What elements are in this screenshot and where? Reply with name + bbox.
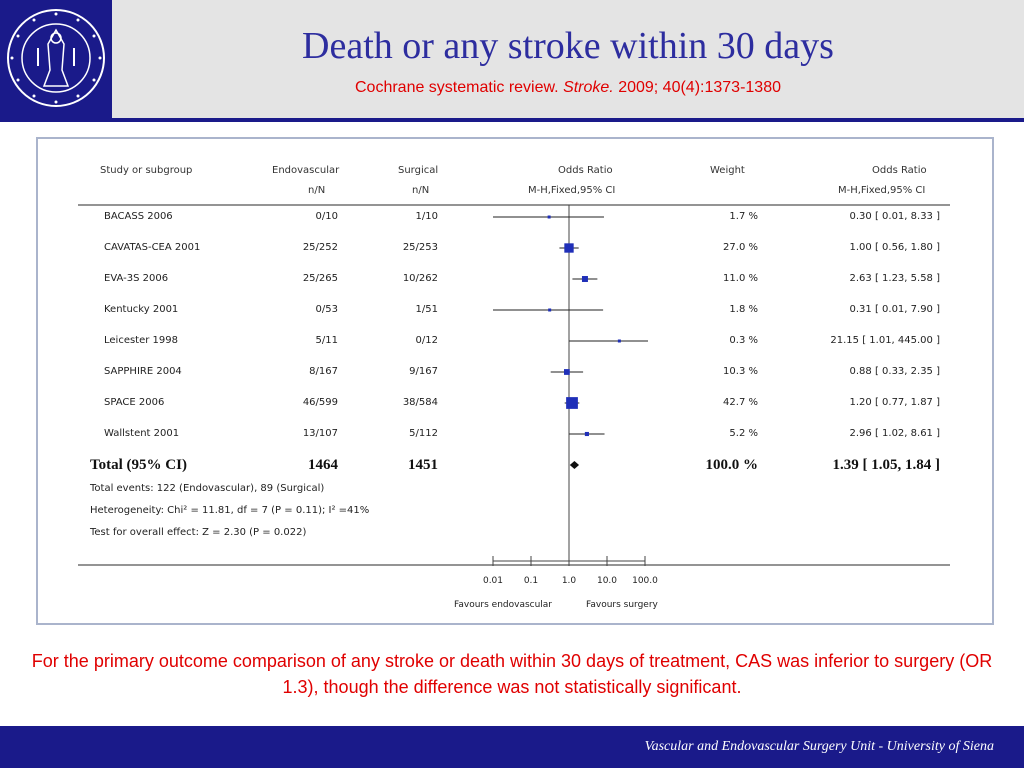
col-header-endo-sub: n/N	[308, 185, 326, 196]
study-name: SAPPHIRE 2004	[104, 366, 182, 377]
col-header-or-plot: Odds Ratio	[558, 165, 613, 176]
or-square-marker	[548, 308, 552, 312]
study-ci: 2.63 [ 1.23, 5.58 ]	[849, 273, 941, 284]
study-ci: 2.96 [ 1.02, 8.61 ]	[849, 428, 941, 439]
x-tick-label: 0.01	[482, 576, 504, 586]
study-name: BACASS 2006	[104, 211, 173, 222]
seal-icon	[7, 9, 105, 107]
study-name: CAVATAS-CEA 2001	[104, 242, 201, 253]
col-header-or-text: Odds Ratio	[872, 165, 927, 176]
university-seal-logo	[0, 0, 112, 118]
study-endo: 0/10	[315, 211, 338, 222]
x-tick-label: 10.0	[596, 576, 618, 586]
col-header-endo: Endovascular	[272, 165, 340, 176]
study-name: SPACE 2006	[104, 397, 165, 408]
study-weight: 10.3 %	[723, 366, 758, 377]
study-surg: 1/10	[415, 211, 438, 222]
study-weight: 0.3 %	[729, 335, 758, 346]
study-surg: 25/253	[402, 242, 438, 253]
forest-plot-figure: Study or subgroup Endovascular n/N Surgi…	[36, 137, 994, 625]
study-ci: 0.88 [ 0.33, 2.35 ]	[849, 366, 941, 377]
note-overall-effect: Test for overall effect: Z = 2.30 (P = 0…	[90, 527, 307, 538]
col-header-or-text-sub: M-H,Fixed,95% CI	[838, 185, 926, 196]
study-name: EVA-3S 2006	[104, 273, 169, 284]
note-total-events: Total events: 122 (Endovascular), 89 (Su…	[90, 483, 325, 494]
or-square-marker	[584, 431, 589, 437]
or-square-marker	[566, 397, 578, 409]
study-ci: 0.31 [ 0.01, 7.90 ]	[849, 304, 941, 315]
forest-plot-svg	[78, 204, 950, 566]
footer-text: Vascular and Endovascular Surgery Unit -…	[644, 739, 994, 754]
study-endo: 46/599	[302, 397, 338, 408]
favours-right-label: Favours surgery	[586, 600, 658, 610]
slide-caption: For the primary outcome comparison of an…	[31, 651, 993, 697]
study-surg: 0/12	[415, 335, 438, 346]
or-square-marker	[617, 339, 621, 343]
slide-subtitle: Cochrane systematic review. Stroke. 2009…	[112, 78, 1024, 98]
or-square-marker	[564, 243, 574, 253]
col-header-surg: Surgical	[398, 165, 439, 176]
study-ci: 0.30 [ 0.01, 8.33 ]	[849, 211, 941, 222]
x-tick-label: 100.0	[632, 576, 658, 586]
note-heterogeneity: Heterogeneity: Chi² = 11.81, df = 7 (P =…	[90, 505, 370, 516]
slide-title: Death or any stroke within 30 days	[302, 25, 834, 67]
total-surg: 1451	[408, 457, 438, 473]
study-ci: 21.15 [ 1.01, 445.00 ]	[830, 335, 940, 346]
slide-header: Death or any stroke within 30 days Cochr…	[0, 0, 1024, 118]
or-square-marker	[581, 276, 588, 282]
study-ci: 1.20 [ 0.77, 1.87 ]	[849, 397, 941, 408]
study-ci: 1.00 [ 0.56, 1.80 ]	[849, 242, 941, 253]
x-tick-label: 1.0	[561, 576, 577, 586]
pooled-diamond	[569, 461, 580, 469]
col-header-surg-sub: n/N	[412, 185, 430, 196]
total-label: Total (95% CI)	[90, 457, 187, 473]
total-weight: 100.0 %	[705, 457, 759, 473]
subtitle-text: Cochrane systematic review.	[354, 79, 564, 96]
study-endo: 25/252	[302, 242, 338, 253]
study-surg: 5/112	[409, 428, 438, 439]
study-name: Wallstent 2001	[104, 428, 180, 439]
subtitle-citation: 2009; 40(4):1373-1380	[613, 79, 781, 96]
study-surg: 10/262	[402, 273, 438, 284]
study-endo: 25/265	[302, 273, 338, 284]
favours-left-label: Favours endovascular	[454, 600, 553, 610]
header-divider	[0, 118, 1024, 122]
study-weight: 5.2 %	[729, 428, 758, 439]
col-header-or-plot-sub: M-H,Fixed,95% CI	[528, 185, 616, 196]
study-surg: 9/167	[409, 366, 438, 377]
study-weight: 27.0 %	[723, 242, 758, 253]
study-weight: 11.0 %	[723, 273, 758, 284]
study-weight: 1.7 %	[729, 211, 758, 222]
total-endo: 1464	[308, 457, 338, 473]
or-square-marker	[547, 215, 551, 219]
total-ci: 1.39 [ 1.05, 1.84 ]	[832, 457, 941, 473]
col-header-weight: Weight	[710, 165, 745, 176]
study-surg: 38/584	[402, 397, 438, 408]
study-name: Leicester 1998	[104, 335, 178, 346]
or-square-marker	[564, 369, 570, 375]
study-endo: 13/107	[302, 428, 338, 439]
subtitle-journal: Stroke.	[563, 79, 614, 96]
study-endo: 0/53	[315, 304, 338, 315]
slide-footer: Vascular and Endovascular Surgery Unit -…	[0, 726, 1024, 768]
x-tick-label: 0.1	[523, 576, 539, 586]
study-endo: 5/11	[315, 335, 338, 346]
study-name: Kentucky 2001	[104, 304, 179, 315]
study-surg: 1/51	[415, 304, 438, 315]
study-weight: 42.7 %	[723, 397, 758, 408]
study-endo: 8/167	[309, 366, 338, 377]
col-header-study: Study or subgroup	[100, 165, 193, 176]
study-weight: 1.8 %	[729, 304, 758, 315]
